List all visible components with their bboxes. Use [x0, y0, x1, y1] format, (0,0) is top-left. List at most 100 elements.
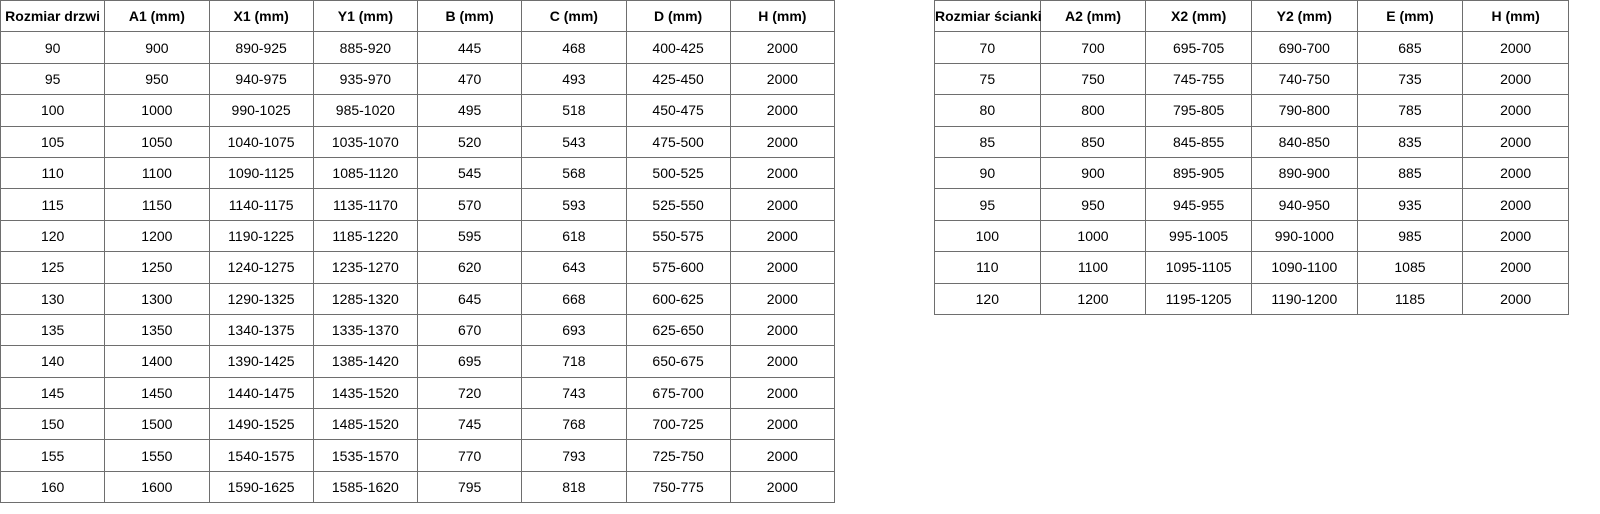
table-cell: 470	[416, 62, 523, 96]
table-cell: 100	[934, 219, 1041, 253]
table-cell: 145	[0, 376, 106, 410]
table-cell: 1550	[104, 439, 210, 472]
table-cell: 2000	[729, 251, 836, 284]
table-row: 75 750 745-755 740-750 735 2000	[934, 62, 1569, 96]
table-row: 130 1300 1290-1325 1285-1320 645 668 600-625 20…	[0, 282, 836, 315]
table-cell: 2000	[1462, 156, 1569, 190]
column-header: Y2 (mm)	[1250, 0, 1358, 33]
table-row: 150 1500 1490-1525 1485-1520 745 768 700-725 20…	[0, 408, 836, 441]
table-cell: 945-955	[1145, 188, 1252, 221]
table-cell: 1195-1205	[1145, 282, 1252, 315]
table-cell: 985-1020	[312, 94, 419, 127]
table-cell: 1590-1625	[208, 470, 314, 504]
table-cell: 2000	[1462, 219, 1569, 253]
table-cell: 618	[521, 219, 627, 253]
table-row: 120 1200 1190-1225 1185-1220 595 618 550-575 20…	[0, 219, 836, 253]
table-row: 155 1550 1540-1575 1535-1570 770 793 725-750 20…	[0, 439, 836, 472]
table-cell: 1600	[104, 470, 210, 504]
table-row: 110 1100 1095-1105 1090-1100 1085 2000	[934, 251, 1569, 284]
table-row: 145 1450 1440-1475 1435-1520 720 743 675-700 20…	[0, 376, 836, 410]
table-row: 110 1100 1090-1125 1085-1120 545 568 500-525 20…	[0, 156, 836, 190]
table-cell: 1190-1200	[1250, 282, 1358, 315]
table-cell: 80	[934, 94, 1041, 127]
table-cell: 935	[1356, 188, 1464, 221]
table-cell: 110	[934, 251, 1041, 284]
table-cell: 570	[416, 188, 523, 221]
table-cell: 135	[0, 313, 106, 347]
table-cell: 2000	[729, 439, 836, 472]
table-cell: 120	[0, 219, 106, 253]
table-cell: 720	[416, 376, 523, 410]
table-cell: 1090-1100	[1250, 251, 1358, 284]
table-cell: 1250	[104, 251, 210, 284]
table-cell: 1050	[104, 125, 210, 158]
table-cell: 2000	[729, 62, 836, 96]
table-cell: 995-1005	[1145, 219, 1252, 253]
table-cell: 2000	[729, 470, 836, 504]
table-cell: 140	[0, 345, 106, 378]
table-cell: 500-525	[625, 156, 731, 190]
table-cell: 940-975	[208, 62, 314, 96]
table-cell: 643	[521, 251, 627, 284]
table-cell: 645	[416, 282, 523, 315]
table-cell: 543	[521, 125, 627, 158]
table-row: 135 1350 1340-1375 1335-1370 670 693 625-650 20…	[0, 313, 836, 347]
table-cell: 2000	[729, 31, 836, 64]
table-row: 120 1200 1195-1205 1190-1200 1185 2000	[934, 282, 1569, 315]
table-cell: 1240-1275	[208, 251, 314, 284]
table-cell: 105	[0, 125, 106, 158]
table-cell: 795	[416, 470, 523, 504]
table-cell: 1095-1105	[1145, 251, 1252, 284]
table-cell: 1200	[104, 219, 210, 253]
table-row: 100 1000 995-1005 990-1000 985 2000	[934, 219, 1569, 253]
table-cell: 1390-1425	[208, 345, 314, 378]
table-cell: 850	[1039, 125, 1147, 158]
header-row: Rozmiar drzwi A1 (mm) X1 (mm) Y1 (mm) B (mm)…	[0, 0, 836, 33]
table-cell: 445	[416, 31, 523, 64]
table-cell: 1035-1070	[312, 125, 419, 158]
table-row: 95 950 940-975 935-970 470 493 425-450 2000	[0, 62, 836, 96]
table-cell: 818	[521, 470, 627, 504]
table-cell: 2000	[1462, 282, 1569, 315]
column-header: C (mm)	[521, 0, 627, 33]
column-header: Rozmiar ścianki	[934, 0, 1042, 33]
table-cell: 475-500	[625, 125, 731, 158]
table-cell: 90	[0, 31, 106, 64]
table-cell: 2000	[1462, 31, 1569, 64]
table-cell: 685	[1356, 31, 1464, 64]
table-cell: 940-950	[1250, 188, 1358, 221]
table-cell: 718	[521, 345, 627, 378]
table-cell: 1435-1520	[312, 376, 419, 410]
table-cell: 155	[0, 439, 106, 472]
table-cell: 1340-1375	[208, 313, 314, 347]
table-cell: 785	[1356, 94, 1464, 127]
table-cell: 1485-1520	[312, 408, 419, 441]
column-header: B (mm)	[416, 0, 523, 33]
table-cell: 740-750	[1250, 62, 1358, 96]
table-cell: 1235-1270	[312, 251, 419, 284]
table-row: 140 1400 1390-1425 1385-1420 695 718 650-675 20…	[0, 345, 836, 378]
table-cell: 695	[416, 345, 523, 378]
table-cell: 520	[416, 125, 523, 158]
table-cell: 1300	[104, 282, 210, 315]
table-cell: 1150	[104, 188, 210, 221]
table-cell: 150	[0, 408, 106, 441]
table-cell: 1200	[1039, 282, 1147, 315]
table-cell: 450-475	[625, 94, 731, 127]
table-cell: 1540-1575	[208, 439, 314, 472]
column-header: Rozmiar drzwi	[0, 0, 106, 33]
table-cell: 70	[934, 31, 1041, 64]
table-cell: 1585-1620	[312, 470, 419, 504]
table-cell: 545	[416, 156, 523, 190]
table-cell: 900	[104, 31, 210, 64]
table-cell: 1490-1525	[208, 408, 314, 441]
column-header: A2 (mm)	[1039, 0, 1147, 33]
table-row: 95 950 945-955 940-950 935 2000	[934, 188, 1569, 221]
table-cell: 110	[0, 156, 106, 190]
table-cell: 725-750	[625, 439, 731, 472]
table-cell: 550-575	[625, 219, 731, 253]
table-cell: 700-725	[625, 408, 731, 441]
table-row: 90 900 890-925 885-920 445 468 400-425 2000	[0, 31, 836, 64]
table-row: 85 850 845-855 840-850 835 2000	[934, 125, 1569, 158]
table-cell: 2000	[1462, 62, 1569, 96]
